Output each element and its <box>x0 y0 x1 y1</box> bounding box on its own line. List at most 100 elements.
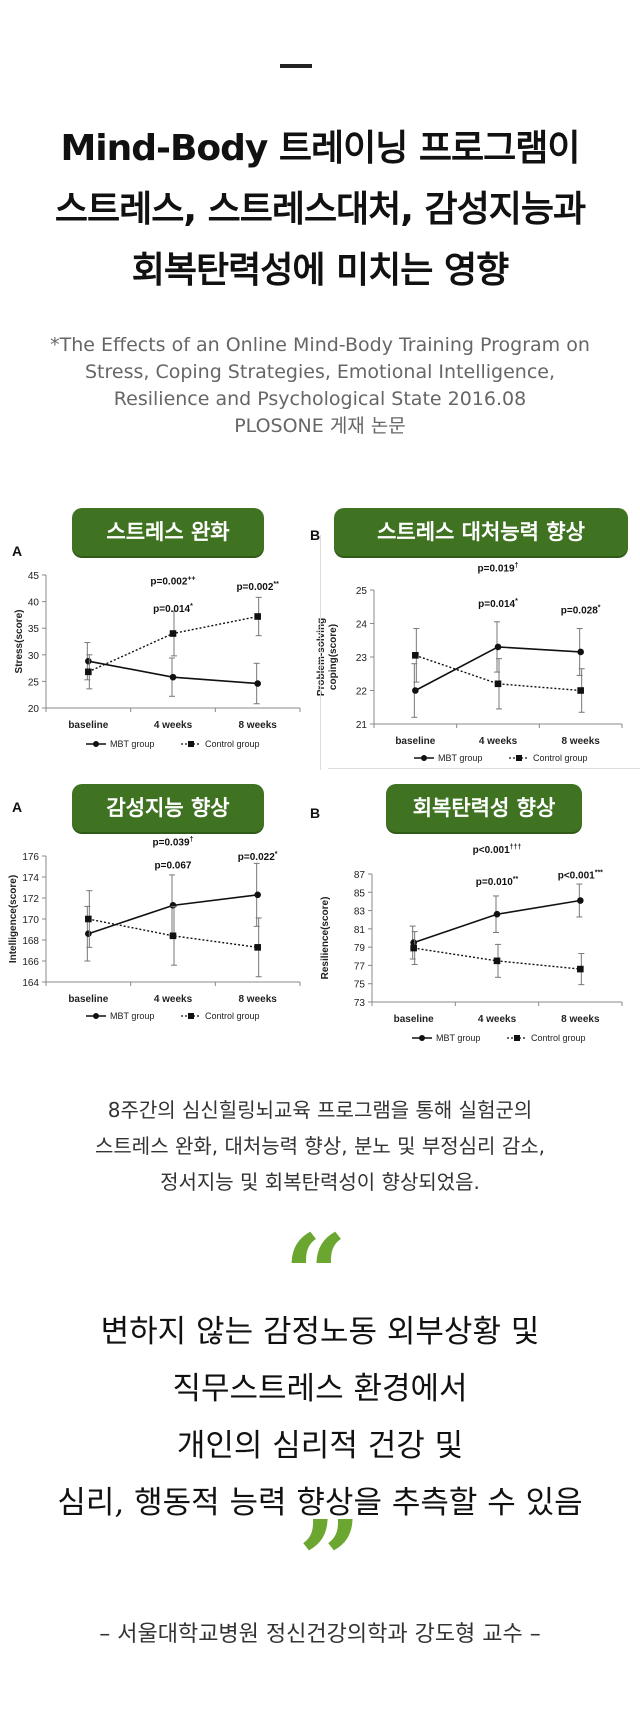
y-tick-label: 25 <box>28 677 40 688</box>
data-point-mbt <box>410 939 417 946</box>
p-value-annotation: p=0.019† <box>478 563 519 575</box>
stress-chart: A 20 25 30 35 40 45 baseline 4 weeks 8 weeks Stres… <box>0 530 320 766</box>
data-point-mbt <box>169 902 177 909</box>
data-point-control <box>254 613 261 620</box>
p-value-annotation: p=0.010** <box>476 876 519 888</box>
p-value-annotation: p=0.014* <box>153 603 193 615</box>
data-point-control <box>169 932 177 940</box>
y-axis-label: Resilience(score) <box>320 897 331 980</box>
p-value-superscript: * <box>275 851 278 858</box>
resilience-badge: 회복탄력성 향상 <box>386 784 582 832</box>
legend-marker-mbt <box>419 1035 425 1041</box>
p-value-superscript: † <box>515 563 519 570</box>
y-tick-label: 172 <box>22 894 39 905</box>
p-value-annotation: p=0.039† <box>153 837 194 849</box>
legend-marker-mbt <box>93 741 99 747</box>
y-tick-label: 20 <box>28 704 40 715</box>
close-quote-icon: ” <box>298 1496 362 1625</box>
x-tick-label: baseline <box>394 1014 434 1025</box>
data-point-control <box>85 915 92 923</box>
p-value-superscript: *** <box>595 870 603 877</box>
title-line: Mind-Body 트레이닝 프로그램이 <box>60 128 580 169</box>
description-line: 8주간의 심신힐링뇌교육 프로그램을 통해 실험군의 <box>107 1098 533 1122</box>
p-value-annotation: p=0.002** <box>236 581 279 593</box>
y-tick-label: 22 <box>356 687 368 698</box>
p-value-superscript: * <box>190 603 193 610</box>
title-line: 스트레스, 스트레스대처, 감성지능과 <box>54 189 586 230</box>
p-value-superscript: † <box>190 837 194 844</box>
y-tick-label: 170 <box>22 915 39 926</box>
quote-line: 변하지 않는 감정노동 외부상황 및 <box>100 1314 540 1350</box>
legend-marker-control <box>188 1013 194 1019</box>
y-tick-label: 174 <box>22 873 39 884</box>
y-tick-label: 45 <box>28 571 40 582</box>
p-value-annotation: p=0.002++ <box>150 576 195 588</box>
y-tick-label: 81 <box>354 925 366 936</box>
legend-label-control: Control group <box>533 753 588 763</box>
coping-badge: 스트레스 대처능력 향상 <box>334 508 628 556</box>
data-point-mbt <box>412 687 419 694</box>
open-quote-icon: “ <box>284 1210 348 1339</box>
y-tick-label: 166 <box>22 957 39 968</box>
attribution: – 서울대학교병원 정신건강의학과 강도형 교수 – <box>99 1622 541 1647</box>
legend-label-mbt: MBT group <box>436 1033 480 1043</box>
y-tick-label: 24 <box>356 620 368 631</box>
data-point-control <box>494 680 502 688</box>
data-point-mbt <box>254 680 261 687</box>
x-tick-label: 8 weeks <box>561 736 600 747</box>
chart-divider-vertical-top <box>320 535 321 770</box>
data-point-mbt <box>494 643 502 651</box>
data-point-mbt <box>493 910 501 918</box>
x-tick-label: baseline <box>395 736 435 747</box>
legend-label-mbt: MBT group <box>110 1011 154 1021</box>
y-tick-label: 23 <box>356 653 368 664</box>
x-tick-label: 4 weeks <box>154 720 193 731</box>
panel-letter: B <box>310 805 320 821</box>
y-tick-label: 30 <box>28 651 40 662</box>
data-point-control <box>412 652 419 659</box>
subtitle-line: *The Effects of an Online Mind-Body Trai… <box>50 334 590 356</box>
result-description: 8주간의 심신힐링뇌교육 프로그램을 통해 실험군의 스트레스 완화, 대처능력… <box>0 1092 640 1200</box>
legend-marker-mbt <box>421 755 427 761</box>
y-tick-label: 85 <box>354 888 366 899</box>
y-tick-label: 21 <box>356 720 368 731</box>
x-tick-label: baseline <box>68 720 108 731</box>
p-value-annotation: p<0.001*** <box>558 870 603 882</box>
p-value-annotation: p=0.028* <box>561 604 601 616</box>
data-point-control <box>577 965 584 973</box>
intelligence-chart: A 164 166 168 170 172 174 176 baseline 4 weeks 8 w… <box>0 799 320 1056</box>
title-dash <box>280 64 312 68</box>
data-point-control <box>169 630 177 637</box>
resilience-chart-svg: B 73 75 77 79 81 83 85 87 baseline 4 weeks 8 weeks R… <box>310 805 623 1043</box>
y-tick-label: 79 <box>354 943 366 954</box>
legend-label-control: Control group <box>531 1033 586 1043</box>
stress-chart-svg: A 20 25 30 35 40 45 baseline 4 weeks 8 weeks Stres… <box>12 543 301 749</box>
description-line: 정서지능 및 회복탄력성이 향상되었음. <box>160 1170 480 1194</box>
data-point-control <box>254 944 261 951</box>
page-title: Mind-Body 트레이닝 프로그램이 스트레스, 스트레스대처, 감성지능과… <box>0 118 640 301</box>
x-tick-label: 8 weeks <box>561 1014 600 1025</box>
y-tick-label: 35 <box>28 624 40 635</box>
y-tick-label: 40 <box>28 598 40 609</box>
y-tick-label: 77 <box>354 961 366 972</box>
legend-label-control: Control group <box>205 739 260 749</box>
x-tick-label: 8 weeks <box>238 994 277 1005</box>
paper-reference: *The Effects of an Online Mind-Body Trai… <box>0 332 640 440</box>
data-point-mbt <box>169 673 177 681</box>
intelligence-badge: 감성지능 향상 <box>72 784 264 832</box>
x-tick-label: baseline <box>68 994 108 1005</box>
panel-letter: B <box>310 527 320 543</box>
data-point-mbt <box>577 648 584 656</box>
y-axis-label: coping(score) <box>328 624 339 690</box>
series-line-mbt <box>88 894 258 935</box>
legend-label-mbt: MBT group <box>110 739 154 749</box>
data-point-mbt <box>254 891 261 899</box>
p-value-superscript: * <box>515 598 518 605</box>
x-tick-label: 4 weeks <box>478 1014 517 1025</box>
y-tick-label: 176 <box>22 852 39 863</box>
series-line-mbt <box>413 899 581 944</box>
legend-marker-mbt <box>93 1013 99 1019</box>
quote-line: 심리, 행동적 능력 향상을 추측할 수 있음 <box>57 1485 583 1521</box>
data-point-mbt <box>85 657 92 665</box>
chart-divider-horizontal <box>328 768 640 769</box>
